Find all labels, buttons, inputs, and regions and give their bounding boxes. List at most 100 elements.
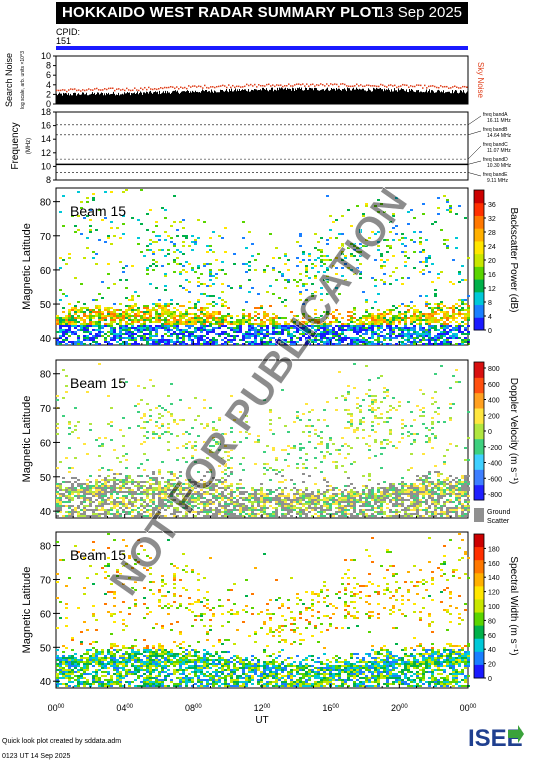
power-cell [401,317,404,319]
power-cell [401,331,404,333]
velocity-cell [59,503,62,505]
velocity-cell [209,451,212,453]
power-cell [161,307,164,309]
power-cell [413,313,416,315]
power-cell [212,283,215,285]
velocity-cell [119,487,122,489]
power-cell [461,299,464,301]
velocity-cell [236,505,239,507]
power-cell [107,343,110,345]
power-cell [272,293,275,295]
power-cell [182,337,185,339]
velocity-cell [389,417,392,419]
frequency-ytick-label: 16 [41,121,51,131]
power-cell [185,235,188,237]
velocity-cell [242,503,245,505]
power-cell [248,313,251,315]
power-cell [260,337,263,339]
velocity-cell [185,483,188,485]
power-cell [248,337,251,339]
velocity-cell [200,509,203,511]
power-colorbar-tick-label: 28 [488,230,496,237]
power-cell [173,331,176,333]
velocity-cell [65,511,68,513]
power-cell [197,219,200,221]
sky-noise-point [174,87,176,90]
power-cell [386,325,389,327]
velocity-cell [377,499,380,501]
velocity-cell [155,479,158,481]
power-cell [110,325,113,327]
power-cell [146,325,149,327]
power-cell [203,325,206,327]
power-cell [395,225,398,227]
sky-noise-point [172,86,174,88]
velocity-cell [374,431,377,433]
velocity-cell [71,513,74,515]
power-cell [164,309,167,311]
velocity-cell [323,505,326,507]
power-cell [170,329,173,331]
power-cell [209,331,212,333]
power-cell [209,271,212,273]
velocity-cell [377,491,380,493]
power-cell [209,341,212,343]
power-cell [56,321,59,323]
power-cell [446,315,449,317]
power-cell [188,321,191,323]
power-cell [278,317,281,319]
velocity-cell [278,487,281,489]
power-cell [191,333,194,335]
velocity-cell [293,445,296,447]
power-cell [260,323,263,325]
power-cell [356,339,359,341]
power-cell [221,321,224,323]
velocity-cell [326,481,329,483]
power-cell [203,293,206,295]
power-cell [335,343,338,345]
sky-noise-point [354,85,356,87]
velocity-cell [77,505,80,507]
velocity-cell [185,515,188,517]
power-cell [122,267,125,269]
power-cell [218,321,221,323]
power-cell [167,313,170,315]
power-cell [422,335,425,337]
power-cell [446,337,449,339]
velocity-cell [347,501,350,503]
velocity-cell [191,445,194,447]
velocity-cell [305,507,308,509]
power-colorbar-tick-label: 12 [488,286,496,293]
power-cell [344,323,347,325]
power-cell [419,333,422,335]
power-cell [176,315,179,317]
power-cell [149,329,152,331]
power-colorbar-segment [474,190,484,204]
power-cell [215,277,218,279]
power-cell [155,303,158,305]
power-cell [410,323,413,325]
velocity-cell [236,489,239,491]
power-cell [299,279,302,281]
power-cell [83,327,86,329]
velocity-cell [203,427,206,429]
power-cell [149,239,152,241]
power-cell [335,325,338,327]
sky-noise-point [134,87,136,89]
power-cell [140,189,143,191]
velocity-cell [125,453,128,455]
velocity-cell [113,489,116,491]
power-cell [371,337,374,339]
power-cell [125,337,128,339]
power-cell [296,285,299,287]
velocity-cell [281,507,284,509]
velocity-cell [389,489,392,491]
power-cell [125,279,128,281]
power-cell [383,273,386,275]
power-cell [410,343,413,345]
sky-noise-point [306,83,308,85]
power-cell [125,343,128,345]
velocity-cell [221,433,224,435]
sky-noise-point [350,85,352,88]
power-cell [83,329,86,331]
